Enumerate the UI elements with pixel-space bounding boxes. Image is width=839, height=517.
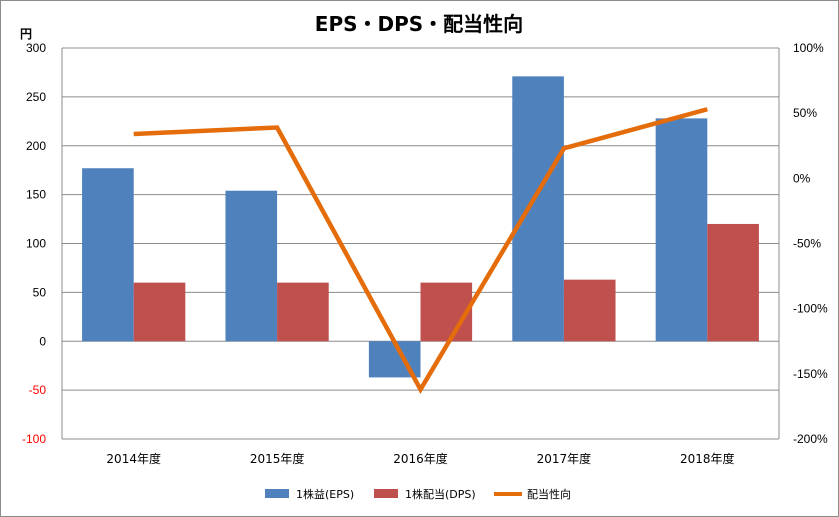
axes: -100 -50 0 50 100 150 200 250 300 -200% -150% -100%…: [22, 41, 828, 466]
right-tick-label: -150%: [793, 367, 828, 381]
category-label: 2014年度: [106, 451, 161, 466]
left-axis-unit: 円: [20, 27, 32, 41]
bar: [277, 282, 329, 342]
left-tick-label: 100: [26, 237, 46, 251]
right-tick-label: 0%: [793, 171, 811, 185]
chart-title: EPS・DPS・配当性向: [315, 12, 523, 36]
category-label: 2015年度: [250, 451, 305, 466]
bar: [707, 223, 759, 342]
line-group: [133, 107, 708, 395]
left-tick-label: 150: [26, 188, 46, 202]
legend-label: 配当性向: [527, 487, 571, 501]
bar: [225, 190, 278, 342]
bar: [82, 168, 134, 342]
bar: [563, 279, 616, 342]
left-tick-label: -100: [22, 432, 46, 446]
legend-swatch: [374, 489, 398, 498]
left-tick-label: 300: [26, 41, 46, 55]
category-label: 2018年度: [680, 451, 735, 466]
right-tick-label: -50%: [793, 237, 821, 251]
legend-label: 1株益(EPS): [296, 487, 354, 501]
right-tick-label: -200%: [793, 432, 828, 446]
bar: [655, 118, 708, 342]
legend: 1株益(EPS) 1株配当(DPS) 配当性向: [265, 487, 571, 501]
right-tick-label: -100%: [793, 302, 828, 316]
category-label: 2016年度: [393, 451, 448, 466]
legend-swatch: [265, 489, 289, 498]
bar: [512, 76, 564, 342]
bar: [133, 282, 186, 342]
bar: [420, 282, 473, 342]
category-label: 2017年度: [537, 451, 592, 466]
left-tick-label: 0: [39, 334, 46, 348]
left-tick-label: 250: [26, 90, 46, 104]
legend-label: 1株配当(DPS): [405, 487, 476, 501]
right-tick-label: 100%: [793, 41, 824, 55]
left-tick-label: 50: [33, 285, 47, 299]
left-tick-label: -50: [29, 383, 47, 397]
left-tick-label: 200: [26, 139, 46, 153]
right-tick-label: 50%: [793, 106, 817, 120]
bar-group: [82, 76, 759, 378]
